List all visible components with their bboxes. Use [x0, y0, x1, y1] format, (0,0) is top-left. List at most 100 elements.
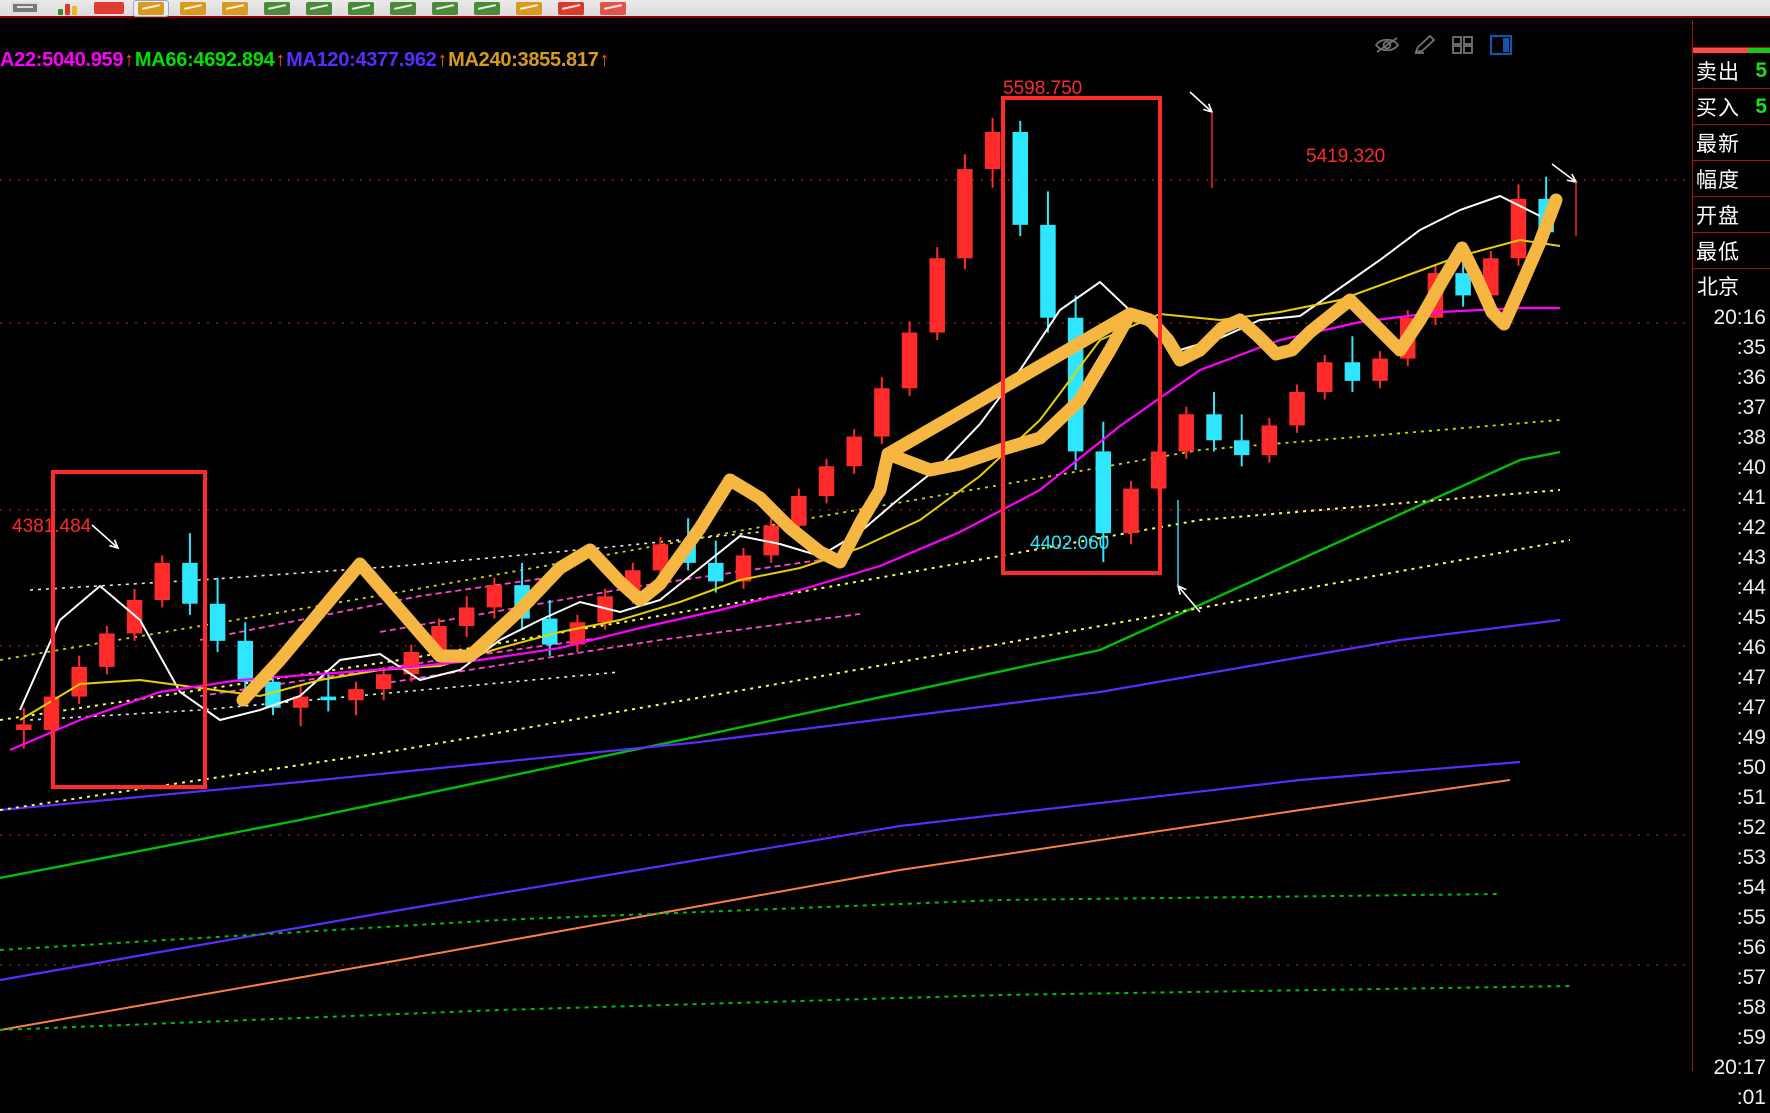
candle-body-32 — [901, 332, 918, 389]
ma120-line — [0, 618, 1561, 812]
candle-body-13 — [375, 674, 392, 690]
layout-button[interactable] — [8, 1, 42, 16]
time-tick-7: :42 — [1736, 516, 1766, 539]
folder-icon — [516, 1, 542, 15]
eye-hidden-icon[interactable] — [1374, 34, 1400, 56]
side-panel-toggle-icon[interactable] — [1488, 34, 1514, 56]
time-tick-12: :47 — [1736, 666, 1766, 689]
highlight-box-1[interactable] — [51, 470, 207, 789]
time-tick-19: :54 — [1736, 876, 1766, 899]
tool-green-5[interactable] — [428, 1, 462, 16]
time-tick-25: 20:17 — [1713, 1056, 1766, 1079]
time-tick-9: :44 — [1736, 576, 1766, 599]
candle-body-34 — [957, 169, 973, 259]
ratio-red — [1693, 48, 1749, 53]
quote-row-open[interactable]: 开盘 — [1693, 197, 1770, 233]
bars-button[interactable] — [50, 1, 84, 16]
quote-row-buy-value: 5 — [1755, 94, 1767, 118]
candle-body-46 — [1289, 392, 1305, 426]
folder-icon — [558, 1, 584, 15]
candle-body-17 — [486, 585, 503, 608]
annotation-4381: 4381.484 — [12, 516, 92, 537]
quote-row-low-key: 最低 — [1696, 240, 1740, 264]
candle-body-52 — [1455, 273, 1471, 296]
support-dotted-1 — [0, 893, 1501, 951]
candle-body-43 — [1206, 414, 1222, 441]
arrow-4381-head — [109, 539, 120, 550]
ma-yellow-slow — [19, 238, 1561, 721]
folder-icon — [432, 1, 458, 15]
candle-body-7 — [209, 603, 226, 641]
chart-canvas[interactable]: A22:5040.959 ↑ MA66:4692.894 ↑ MA120:4377.96… — [0, 20, 1692, 1071]
time-tick-0: 20:16 — [1713, 306, 1766, 329]
folder-icon — [138, 1, 164, 15]
quote-panel[interactable]: 卖出 5 买入 5 最新 幅度 开盘 最低 北京 20:16:35:36:37:38:40:4… — [1692, 20, 1770, 1109]
quote-row-buy[interactable]: 买入 5 — [1693, 89, 1770, 125]
tool-orange-1[interactable] — [133, 0, 169, 17]
tool-orange-3[interactable] — [218, 1, 252, 16]
candle-body-9 — [265, 681, 281, 708]
time-axis-ticks: 20:16:35:36:37:38:40:41:42:43:44:45:46:4… — [1693, 303, 1770, 1113]
folder-icon — [348, 1, 374, 15]
quote-row-list: 卖出 5 买入 5 最新 幅度开盘最低 — [1693, 53, 1770, 269]
quote-row-open-key: 开盘 — [1696, 204, 1740, 228]
ma-arrow-icon-3: ↑ — [599, 48, 610, 71]
channel-yellow-upper2 — [0, 419, 1561, 661]
candle-body-25 — [708, 562, 724, 582]
quote-row-sell-value: 5 — [1755, 58, 1767, 82]
pencil-edit-icon[interactable] — [1412, 34, 1438, 56]
tool-red-1[interactable] — [554, 1, 588, 16]
chart-icon-bar[interactable] — [1374, 34, 1514, 56]
candle-body-36 — [1012, 132, 1029, 225]
red-block-button[interactable] — [92, 1, 126, 16]
time-tick-1: :35 — [1736, 336, 1766, 359]
candle-body-40 — [1123, 488, 1139, 534]
tool-red-2[interactable] — [596, 1, 630, 16]
tool-orange-2[interactable] — [176, 1, 210, 16]
quote-row-latest[interactable]: 最新 — [1693, 125, 1770, 161]
time-tick-2: :36 — [1736, 366, 1766, 389]
tool-green-1[interactable] — [260, 1, 294, 16]
ma-white-fast — [19, 194, 1541, 722]
candle-body-28 — [791, 496, 807, 526]
candle-body-39 — [1095, 451, 1112, 534]
quote-top-gap — [1693, 20, 1770, 48]
candle-body-44 — [1233, 440, 1250, 456]
candle-body-26 — [735, 555, 752, 582]
arrow-5598 — [1189, 91, 1213, 113]
top-toolbar[interactable] — [0, 0, 1770, 18]
quote-row-sell[interactable]: 卖出 5 — [1693, 53, 1770, 89]
ma-legend-item-2: MA120:4377.962 — [286, 48, 437, 71]
time-tick-10: :45 — [1736, 606, 1766, 629]
tool-green-6[interactable] — [470, 1, 504, 16]
candle-body-35 — [984, 132, 1001, 170]
channel-white-2 — [29, 671, 621, 721]
time-tick-15: :50 — [1736, 756, 1766, 779]
tool-green-4[interactable] — [386, 1, 420, 16]
time-tick-16: :51 — [1736, 786, 1766, 809]
candle-body-5 — [154, 562, 170, 600]
annotation-5419: 5419.320 — [1306, 146, 1386, 167]
quote-row-low[interactable]: 最低 — [1693, 233, 1770, 269]
quote-row-change[interactable]: 幅度 — [1693, 161, 1770, 197]
channel-magenta-1 — [199, 575, 561, 641]
tool-green-2[interactable] — [302, 1, 336, 16]
support-dotted-2 — [0, 985, 1571, 1031]
highlight-box-2[interactable] — [1001, 96, 1162, 575]
candle-body-0 — [16, 724, 32, 730]
tool-green-3[interactable] — [344, 1, 378, 16]
candle-body-42 — [1178, 414, 1195, 452]
candle-body-49 — [1372, 358, 1388, 381]
candle-body-2 — [71, 666, 87, 697]
candle-body-48 — [1344, 362, 1361, 381]
bar-chart-icon — [57, 2, 77, 15]
candle-body-30 — [846, 436, 862, 467]
tool-orange-4[interactable] — [512, 1, 546, 16]
ma-legend-item-3: MA240:3855.817 — [448, 48, 599, 71]
grid-layout-icon[interactable] — [1450, 34, 1476, 56]
time-tick-5: :40 — [1736, 456, 1766, 479]
ratio-green — [1748, 48, 1770, 53]
channel-yellow-lower — [0, 539, 1571, 811]
time-tick-21: :56 — [1736, 936, 1766, 959]
candle-body-29 — [818, 466, 835, 496]
